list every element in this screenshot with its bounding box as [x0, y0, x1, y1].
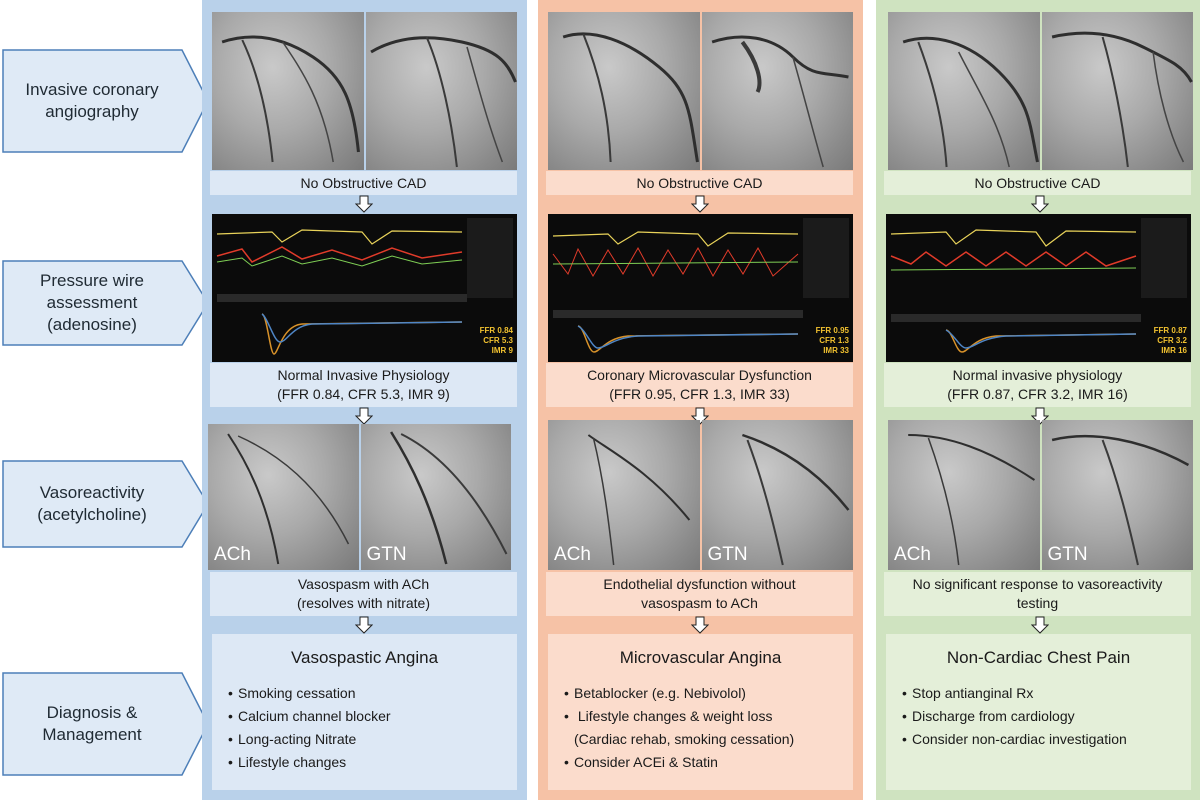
- angiography-caption: No Obstructive CAD: [546, 171, 853, 195]
- pressure-wire-monitor: FFR 0.87 CFR 3.2 IMR 16: [886, 214, 1191, 362]
- list-item: • Lifestyle changes: [228, 754, 347, 770]
- vaso-caption-line1: No significant response to vasoreactivit…: [912, 576, 1163, 592]
- cfr-value: CFR 3.2: [1157, 336, 1187, 345]
- management-box: Microvascular Angina • Betablocker (e.g. …: [548, 634, 853, 790]
- angiogram-ach: ACh: [888, 420, 1040, 570]
- physiology-caption: Coronary Microvascular Dysfunction (FFR …: [546, 363, 853, 407]
- list-item: • Discharge from cardiology: [902, 708, 1075, 724]
- column-microvascular: No Obstructive CAD FFR 0.95 CFR 1.3 IMR …: [538, 0, 863, 800]
- angiogram-ach: ACh: [548, 420, 700, 570]
- step-arrow-diagnosis: Diagnosis & Management: [2, 672, 210, 776]
- ach-label: ACh: [554, 544, 591, 565]
- down-arrow-icon: [691, 195, 709, 213]
- list-item: (Cardiac rehab, smoking cessation): [574, 731, 795, 747]
- list-item: • Consider non-cardiac investigation: [902, 731, 1127, 747]
- list-item: • Lifestyle changes & weight loss: [564, 708, 773, 724]
- angiogram-image: [701, 12, 853, 170]
- physiology-caption-line2: (FFR 0.87, CFR 3.2, IMR 16): [947, 386, 1128, 402]
- monitor-values: FFR 0.84 CFR 5.3 IMR 9: [480, 326, 513, 356]
- cfr-value: CFR 1.3: [819, 336, 849, 345]
- vaso-caption-line2: (resolves with nitrate): [296, 595, 431, 611]
- management-list: • Betablocker (e.g. Nebivolol) • Lifestyl…: [548, 682, 853, 773]
- imr-value: IMR 33: [823, 346, 849, 355]
- down-arrow-icon: [1031, 195, 1049, 213]
- physiology-caption: Normal Invasive Physiology (FFR 0.84, CF…: [210, 363, 517, 407]
- vasoreactivity-caption: Endothelial dysfunction without vasospas…: [546, 572, 853, 616]
- diagnosis-title: Non-Cardiac Chest Pain: [946, 648, 1131, 667]
- ach-label: ACh: [894, 544, 931, 565]
- step-label: Invasive coronary angiography: [25, 80, 159, 121]
- physiology-caption-line1: Normal invasive physiology: [952, 367, 1123, 383]
- vasoreactivity-caption: Vasospasm with ACh (resolves with nitrat…: [210, 572, 517, 616]
- down-arrow-icon: [691, 616, 709, 634]
- angiography-images: [548, 12, 853, 170]
- monitor-values: FFR 0.95 CFR 1.3 IMR 33: [816, 326, 849, 356]
- management-box: Non-Cardiac Chest Pain • Stop antianginal…: [886, 634, 1191, 790]
- angiogram-image: [1041, 12, 1193, 170]
- column-non-cardiac: No Obstructive CAD FFR 0.87 CFR 3.2 IMR …: [876, 0, 1200, 800]
- diagnosis-title: Vasospastic Angina: [290, 648, 439, 667]
- management-box: Vasospastic Angina • Smoking cessation • C…: [212, 634, 517, 790]
- list-item: • Consider ACEi & Statin: [564, 754, 718, 770]
- angiogram-image: [365, 12, 517, 170]
- list-item: • Calcium channel blocker: [228, 708, 391, 724]
- down-arrow-icon: [1031, 616, 1049, 634]
- physiology-caption-line1: Coronary Microvascular Dysfunction: [587, 367, 812, 383]
- angiogram-image: [548, 12, 700, 170]
- vasoreactivity-images: ACh GTN: [208, 424, 511, 570]
- list-item: • Long-acting Nitrate: [228, 731, 357, 747]
- imr-value: IMR 9: [491, 346, 513, 355]
- physiology-caption-line1: Normal Invasive Physiology: [277, 367, 450, 383]
- diagnosis-title: Microvascular Angina: [619, 648, 782, 667]
- step-label: Pressure wire assessment (adenosine): [40, 271, 144, 334]
- down-arrow-icon: [355, 195, 373, 213]
- physiology-caption: Normal invasive physiology (FFR 0.87, CF…: [884, 363, 1191, 407]
- management-list: • Smoking cessation • Calcium channel bloc…: [212, 682, 517, 773]
- pressure-wire-monitor: FFR 0.84 CFR 5.3 IMR 9: [212, 214, 517, 362]
- step-label: Diagnosis & Management: [42, 703, 142, 744]
- step-arrow-vasoreactivity: Vasoreactivity (acetylcholine): [2, 460, 210, 548]
- column-vasospastic: No Obstructive CAD FFR 0.84 CFR 5.3 IMR …: [202, 0, 527, 800]
- vaso-caption-line2: vasospasm to ACh: [641, 595, 758, 611]
- angiogram-gtn: GTN: [1041, 420, 1193, 570]
- gtn-label: GTN: [1047, 544, 1088, 565]
- gtn-label: GTN: [707, 544, 748, 565]
- vasoreactivity-caption: No significant response to vasoreactivit…: [884, 572, 1191, 616]
- ffr-value: FFR 0.95: [815, 326, 849, 335]
- vaso-caption-line2: testing: [1016, 595, 1059, 611]
- angiography-images: [888, 12, 1193, 170]
- angiogram-gtn: GTN: [701, 420, 853, 570]
- ffr-value: FFR 0.87: [1153, 326, 1187, 335]
- cfr-value: CFR 5.3: [483, 336, 513, 345]
- list-item: • Stop antianginal Rx: [902, 685, 1034, 701]
- vaso-caption-line1: Vasospasm with ACh: [297, 576, 430, 592]
- management-list: • Stop antianginal Rx • Discharge from car…: [886, 682, 1191, 750]
- angiography-images: [212, 12, 517, 170]
- angiogram-ach: ACh: [208, 424, 359, 570]
- step-arrow-angiography: Invasive coronary angiography: [2, 49, 210, 153]
- vaso-caption-line1: Endothelial dysfunction without: [603, 576, 796, 592]
- angiography-caption: No Obstructive CAD: [884, 171, 1191, 195]
- pressure-wire-monitor: FFR 0.95 CFR 1.3 IMR 33: [548, 214, 853, 362]
- down-arrow-icon: [355, 616, 373, 634]
- monitor-values: FFR 0.87 CFR 3.2 IMR 16: [1154, 326, 1187, 356]
- list-item: • Smoking cessation: [228, 685, 356, 701]
- physiology-caption-line2: (FFR 0.95, CFR 1.3, IMR 33): [609, 386, 790, 402]
- list-item: • Betablocker (e.g. Nebivolol): [564, 685, 746, 701]
- angiography-caption: No Obstructive CAD: [210, 171, 517, 195]
- ffr-value: FFR 0.84: [479, 326, 513, 335]
- vasoreactivity-images: ACh GTN: [888, 420, 1193, 570]
- angiogram-image: [212, 12, 364, 170]
- gtn-label: GTN: [366, 544, 407, 565]
- angiogram-image: [888, 12, 1040, 170]
- ach-label: ACh: [214, 544, 251, 565]
- vasoreactivity-images: ACh GTN: [548, 420, 853, 570]
- down-arrow-icon: [355, 407, 373, 425]
- imr-value: IMR 16: [1161, 346, 1187, 355]
- step-label: Vasoreactivity (acetylcholine): [37, 483, 147, 524]
- angiogram-gtn: GTN: [360, 424, 511, 570]
- step-arrow-pressure-wire: Pressure wire assessment (adenosine): [2, 260, 210, 346]
- physiology-caption-line2: (FFR 0.84, CFR 5.3, IMR 9): [277, 386, 450, 402]
